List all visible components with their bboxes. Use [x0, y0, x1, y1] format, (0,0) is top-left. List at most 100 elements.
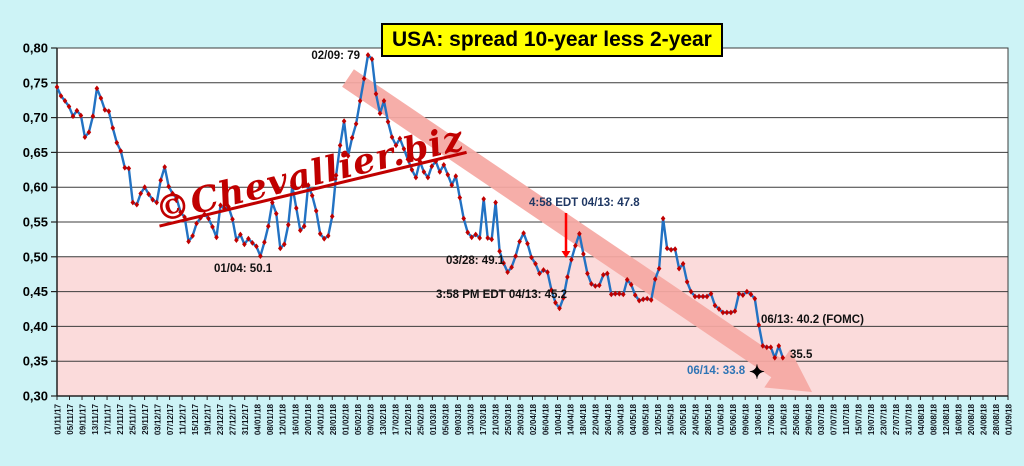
x-axis: 01/11/17 05/11/17 09/11/17 13/11/17 17/11/17… — [54, 396, 1014, 435]
svg-text:31/07/18: 31/07/18 — [904, 403, 913, 435]
svg-text:01/03/18: 01/03/18 — [429, 403, 438, 435]
svg-text:16/05/18: 16/05/18 — [667, 403, 676, 435]
svg-text:21/06/18: 21/06/18 — [779, 403, 788, 435]
svg-text:19/12/17: 19/12/17 — [204, 403, 213, 435]
svg-text:17/03/18: 17/03/18 — [479, 403, 488, 435]
svg-text:27/12/17: 27/12/17 — [229, 403, 238, 435]
svg-text:21/03/18: 21/03/18 — [491, 403, 500, 435]
svg-text:24/01/18: 24/01/18 — [316, 403, 325, 435]
svg-text:10/04/18: 10/04/18 — [554, 403, 563, 435]
svg-text:04/08/18: 04/08/18 — [917, 403, 926, 435]
svg-text:25/02/18: 25/02/18 — [416, 403, 425, 435]
svg-text:29/06/18: 29/06/18 — [804, 403, 813, 435]
svg-text:20/08/18: 20/08/18 — [967, 403, 976, 435]
svg-text:15/07/18: 15/07/18 — [854, 403, 863, 435]
svg-text:26/04/18: 26/04/18 — [604, 403, 613, 435]
svg-text:25/11/17: 25/11/17 — [129, 403, 138, 434]
svg-text:17/06/18: 17/06/18 — [767, 403, 776, 435]
svg-text:12/08/18: 12/08/18 — [942, 403, 951, 435]
svg-text:28/01/18: 28/01/18 — [329, 403, 338, 435]
svg-text:0,80: 0,80 — [23, 41, 48, 56]
svg-text:0,75: 0,75 — [23, 75, 48, 90]
chart-title: USA: spread 10-year less 2-year — [381, 23, 723, 58]
svg-text:13/06/18: 13/06/18 — [754, 403, 763, 435]
svg-text:11/12/17: 11/12/17 — [179, 403, 188, 434]
svg-text:29/03/18: 29/03/18 — [516, 403, 525, 435]
svg-text:24/05/18: 24/05/18 — [692, 403, 701, 435]
svg-text:14/04/18: 14/04/18 — [567, 403, 576, 435]
svg-text:0,45: 0,45 — [23, 284, 48, 299]
svg-text:23/07/18: 23/07/18 — [879, 403, 888, 435]
svg-text:05/11/17: 05/11/17 — [66, 403, 75, 434]
svg-text:09/06/18: 09/06/18 — [742, 403, 751, 435]
svg-text:25/03/18: 25/03/18 — [504, 403, 513, 435]
annotation-jun13-fomc: 06/13: 40.2 (FOMC) — [761, 314, 864, 326]
annotation-arrow — [561, 213, 571, 258]
svg-text:09/03/18: 09/03/18 — [454, 403, 463, 435]
svg-text:0,35: 0,35 — [23, 354, 48, 369]
svg-text:04/01/18: 04/01/18 — [254, 403, 263, 435]
svg-text:0,60: 0,60 — [23, 180, 48, 195]
svg-text:01/11/17: 01/11/17 — [54, 403, 63, 434]
svg-text:20/01/18: 20/01/18 — [304, 403, 313, 435]
svg-text:13/02/18: 13/02/18 — [379, 403, 388, 435]
svg-text:08/01/18: 08/01/18 — [266, 403, 275, 435]
svg-text:17/11/17: 17/11/17 — [104, 403, 113, 434]
svg-text:01/09/18: 01/09/18 — [1005, 403, 1014, 435]
svg-text:06/04/18: 06/04/18 — [542, 403, 551, 435]
svg-text:09/11/17: 09/11/17 — [79, 403, 88, 434]
svg-text:0,40: 0,40 — [23, 319, 48, 334]
series-spread — [54, 52, 786, 361]
svg-text:30/04/18: 30/04/18 — [617, 403, 626, 435]
svg-text:03/07/18: 03/07/18 — [817, 403, 826, 435]
svg-text:18/04/18: 18/04/18 — [579, 403, 588, 435]
annotation-low-jan4: 01/04: 50.1 — [214, 263, 273, 275]
svg-text:21/11/17: 21/11/17 — [116, 403, 125, 434]
svg-text:12/05/18: 12/05/18 — [654, 403, 663, 435]
svg-text:24/08/18: 24/08/18 — [979, 403, 988, 435]
svg-text:13/03/18: 13/03/18 — [466, 403, 475, 435]
svg-text:07/07/18: 07/07/18 — [829, 403, 838, 435]
annotation-jun14-low: 06/14: 33.8 — [687, 365, 746, 377]
svg-text:08/05/18: 08/05/18 — [642, 403, 651, 435]
svg-text:31/12/17: 31/12/17 — [241, 403, 250, 435]
annotation-peak-feb9: 02/09: 79 — [311, 50, 360, 62]
svg-text:0,55: 0,55 — [23, 215, 48, 230]
svg-text:25/06/18: 25/06/18 — [792, 403, 801, 435]
svg-text:0,65: 0,65 — [23, 145, 48, 160]
svg-text:17/02/18: 17/02/18 — [391, 403, 400, 435]
svg-text:22/04/18: 22/04/18 — [592, 403, 601, 435]
svg-text:0,30: 0,30 — [23, 389, 48, 404]
svg-text:16/01/18: 16/01/18 — [291, 403, 300, 435]
svg-text:05/06/18: 05/06/18 — [729, 403, 738, 435]
svg-text:19/07/18: 19/07/18 — [867, 403, 876, 435]
svg-text:04/05/18: 04/05/18 — [629, 403, 638, 435]
annotation-last-value: 35.5 — [790, 349, 813, 361]
trend-arrow — [342, 69, 812, 393]
svg-text:27/07/18: 27/07/18 — [892, 403, 901, 435]
annotation-low-mar28: 03/28: 49.1 — [446, 255, 505, 267]
y-axis: 0,80 0,75 0,70 0,65 0,60 0,55 0,50 0,45 0,40 0,35… — [23, 41, 57, 404]
svg-text:12/01/18: 12/01/18 — [279, 403, 288, 435]
svg-text:28/08/18: 28/08/18 — [992, 403, 1001, 435]
svg-text:07/12/17: 07/12/17 — [166, 403, 175, 435]
svg-text:20/05/18: 20/05/18 — [679, 403, 688, 435]
svg-text:01/02/18: 01/02/18 — [341, 403, 350, 435]
svg-text:09/02/18: 09/02/18 — [366, 403, 375, 435]
svg-text:23/12/17: 23/12/17 — [216, 403, 225, 435]
svg-text:0,70: 0,70 — [23, 110, 48, 125]
svg-text:08/08/18: 08/08/18 — [929, 403, 938, 435]
star-marker-icon: ✦ — [749, 362, 765, 384]
annotation-apr13-edt: 4:58 EDT 04/13: 47.8 — [529, 197, 640, 209]
svg-text:03/12/17: 03/12/17 — [154, 403, 163, 435]
svg-text:05/03/18: 05/03/18 — [441, 403, 450, 435]
svg-text:16/08/18: 16/08/18 — [954, 403, 963, 435]
svg-text:01/06/18: 01/06/18 — [717, 403, 726, 435]
svg-text:11/07/18: 11/07/18 — [842, 403, 851, 434]
svg-text:21/02/18: 21/02/18 — [404, 403, 413, 435]
svg-text:0,50: 0,50 — [23, 249, 48, 264]
svg-text:15/12/17: 15/12/17 — [191, 403, 200, 435]
svg-text:29/11/17: 29/11/17 — [141, 403, 150, 434]
